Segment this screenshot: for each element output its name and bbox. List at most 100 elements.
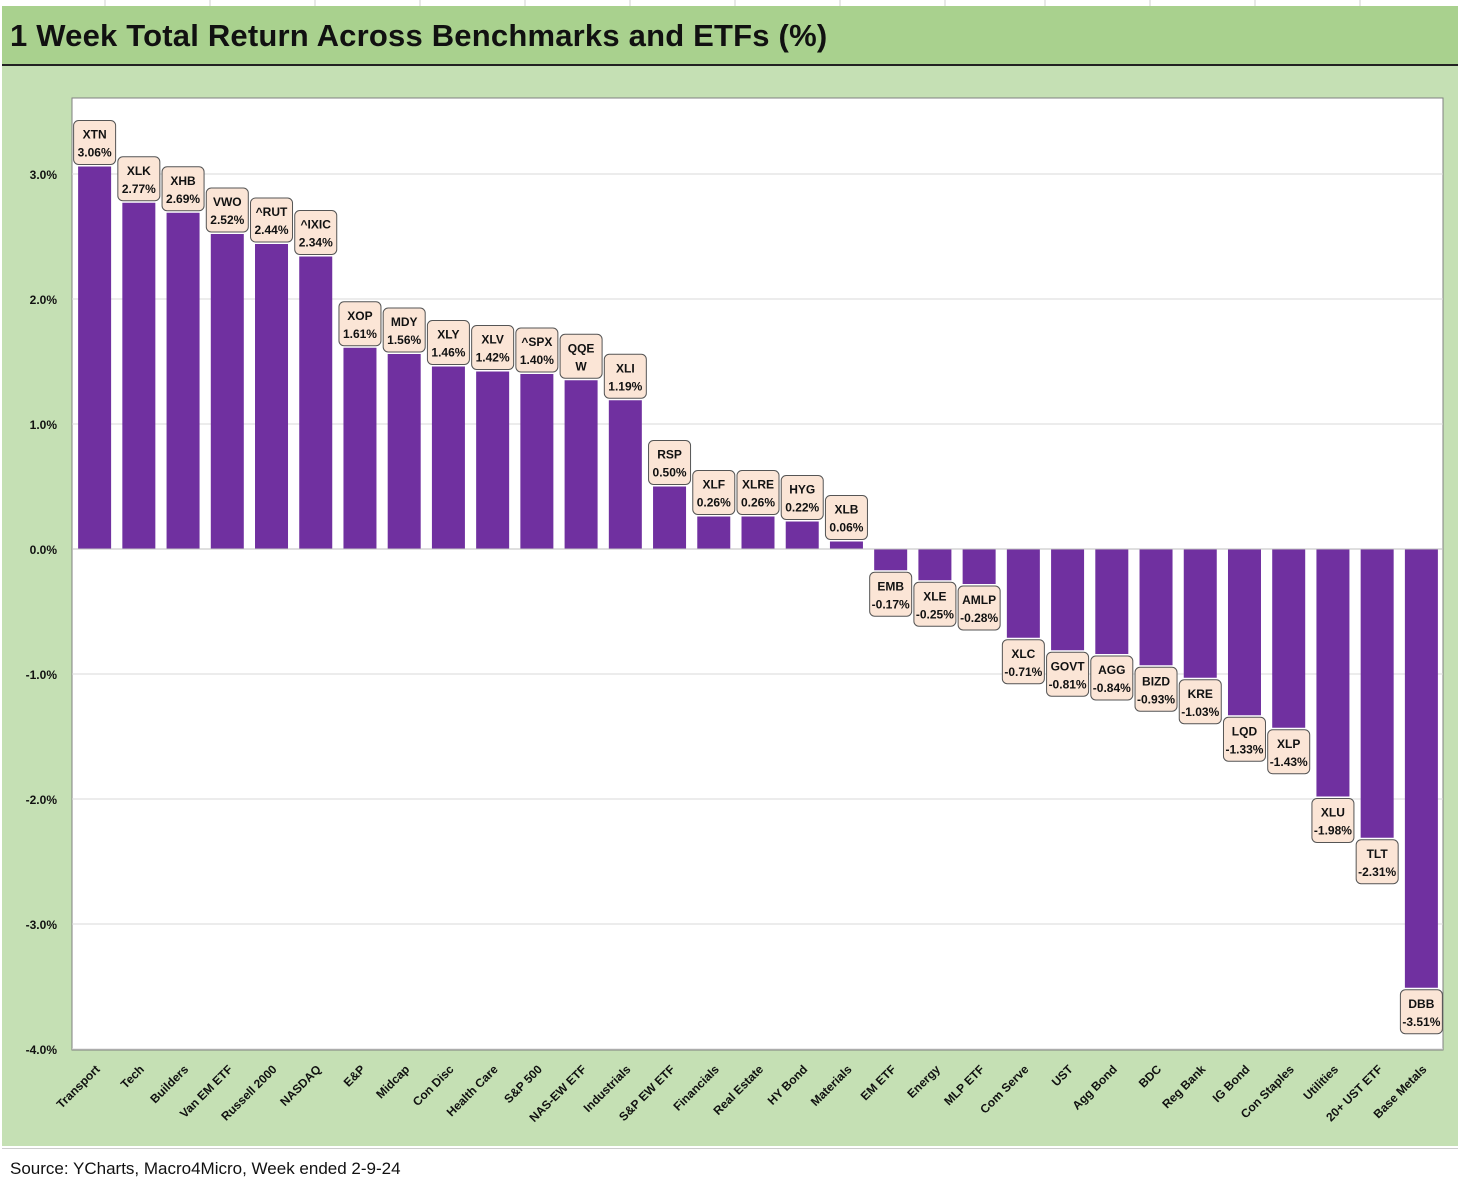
data-label-box <box>426 320 470 365</box>
data-label: -1.33% <box>1225 742 1263 756</box>
data-label: -2.31% <box>1358 865 1396 879</box>
data-label-box <box>117 156 161 202</box>
bar <box>1183 549 1217 678</box>
ticker-label: W <box>575 359 587 373</box>
ticker-label: XHB <box>170 174 196 188</box>
ticker-label: GOVT <box>1051 659 1086 673</box>
ticker-label: XLV <box>481 333 503 347</box>
sheet-gridlines <box>104 0 1361 6</box>
ticker-label: XLRE <box>742 478 774 492</box>
data-label: 2.34% <box>299 236 333 250</box>
data-label: -3.51% <box>1402 1015 1440 1029</box>
x-tick-label: E&P <box>341 1062 368 1089</box>
bar <box>653 486 687 549</box>
ticker-label: RSP <box>657 448 682 462</box>
data-label-box <box>692 470 736 515</box>
data-label-box <box>648 440 692 485</box>
bar <box>210 234 244 549</box>
data-label: 0.50% <box>653 466 687 480</box>
y-tick-label: -3.0% <box>26 918 58 932</box>
data-label: 1.61% <box>343 327 377 341</box>
data-label-box <box>869 571 913 617</box>
ticker-label: XLU <box>1321 806 1345 820</box>
bar <box>829 541 863 549</box>
ticker-label: XLB <box>834 503 858 517</box>
ticker-label: VWO <box>213 195 242 209</box>
data-label-box <box>382 307 426 353</box>
x-tick-label: Com Serve <box>977 1062 1031 1116</box>
bar <box>1095 549 1129 654</box>
bar <box>431 366 465 549</box>
ticker-label: HYG <box>789 483 815 497</box>
x-tick-label: HY Bond <box>765 1062 811 1108</box>
ticker-label: XLF <box>702 478 725 492</box>
bar <box>166 212 200 549</box>
ticker-label: EMB <box>877 579 904 593</box>
bar <box>343 347 377 549</box>
data-label: 1.42% <box>476 351 510 365</box>
data-label-box <box>824 495 868 540</box>
y-tick-label: 0.0% <box>30 543 58 557</box>
data-label-box <box>780 475 824 520</box>
ticker-label: XLP <box>1277 737 1300 751</box>
ticker-label: XLK <box>127 164 151 178</box>
x-tick-label: EM ETF <box>858 1062 899 1103</box>
bar <box>476 371 510 549</box>
bar <box>785 521 819 549</box>
data-label-box <box>913 581 957 627</box>
data-label-box <box>1399 989 1443 1035</box>
data-label: 0.06% <box>829 521 863 535</box>
x-tick-label: Tech <box>118 1062 147 1091</box>
data-label-box <box>1355 839 1399 885</box>
x-tick-label: Builders <box>147 1062 191 1106</box>
bar <box>1272 549 1306 728</box>
data-label: 2.44% <box>255 223 289 237</box>
ticker-label: AMLP <box>962 593 996 607</box>
data-label-box <box>603 353 647 399</box>
bar <box>1227 549 1261 716</box>
ticker-label: XLI <box>616 361 635 375</box>
bar <box>78 166 112 549</box>
bar <box>608 400 642 549</box>
data-label: 1.19% <box>608 379 642 393</box>
data-label-box <box>1311 798 1355 843</box>
data-label-box <box>559 333 603 379</box>
ticker-label: XOP <box>347 309 372 323</box>
x-tick-label: Transport <box>54 1062 103 1111</box>
data-label: 2.77% <box>122 182 156 196</box>
chart-title: 1 Week Total Return Across Benchmarks an… <box>10 18 828 53</box>
data-label-box <box>1134 666 1178 712</box>
y-tick-label: -1.0% <box>26 668 58 682</box>
data-label-box <box>1267 729 1311 775</box>
ticker-label: LQD <box>1232 724 1258 738</box>
ticker-label: BIZD <box>1142 674 1170 688</box>
data-label: -1.03% <box>1181 705 1219 719</box>
data-label: 1.56% <box>387 333 421 347</box>
data-label: -0.93% <box>1137 692 1175 706</box>
x-tick-label: Agg Bond <box>1069 1062 1119 1112</box>
data-label-box <box>1222 716 1266 762</box>
ticker-label: DBB <box>1408 997 1434 1011</box>
data-label-box <box>205 187 249 233</box>
data-label: -0.81% <box>1049 677 1087 691</box>
x-tick-label: Materials <box>808 1062 855 1109</box>
y-tick-label: 3.0% <box>30 168 58 182</box>
data-label: 0.22% <box>785 501 819 515</box>
data-label-box <box>471 325 515 370</box>
bar <box>387 354 421 549</box>
ticker-label: ^RUT <box>256 205 288 219</box>
ticker-label: AGG <box>1098 663 1125 677</box>
data-label: 2.52% <box>210 213 244 227</box>
bar <box>122 202 156 549</box>
data-label: 3.06% <box>78 146 112 160</box>
data-label-box <box>1046 651 1090 697</box>
bar <box>918 549 952 581</box>
data-label: -0.28% <box>960 611 998 625</box>
ticker-label: XLY <box>437 328 459 342</box>
x-tick-label: NASDAQ <box>277 1062 324 1109</box>
ticker-label: QQE <box>568 341 595 355</box>
y-tick-label: 2.0% <box>30 293 58 307</box>
data-label-box <box>736 470 780 515</box>
bar <box>520 374 554 549</box>
bar <box>1139 549 1173 666</box>
